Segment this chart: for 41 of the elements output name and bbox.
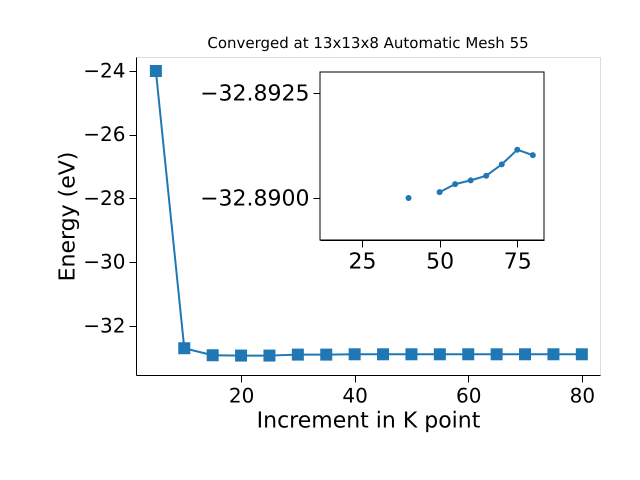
y-tick-label: −28 xyxy=(83,186,126,210)
point xyxy=(434,348,446,360)
point xyxy=(462,348,474,360)
y-tick-label: −24 xyxy=(83,58,126,83)
point xyxy=(405,348,418,360)
x-tick-label: 50 xyxy=(426,250,454,274)
y-tick-label: −32.8900 xyxy=(200,186,310,212)
point xyxy=(468,177,474,184)
y-axis-title: Energy (eV) xyxy=(55,152,80,282)
point xyxy=(377,348,390,360)
point xyxy=(320,348,332,361)
x-axis-title: Increment in K point xyxy=(256,408,481,434)
x-tick-label: 25 xyxy=(348,250,376,274)
y-tick-label: −32 xyxy=(83,313,126,338)
point xyxy=(436,189,443,196)
point xyxy=(483,172,490,179)
point xyxy=(576,348,588,360)
point xyxy=(292,348,304,361)
point xyxy=(406,195,412,201)
x-tick-label: 80 xyxy=(570,384,596,408)
point xyxy=(150,65,162,78)
point xyxy=(235,350,248,362)
point xyxy=(530,152,536,158)
x-tick-label: 60 xyxy=(456,384,482,408)
point xyxy=(547,348,560,360)
x-tick-label: 40 xyxy=(342,384,368,408)
point xyxy=(498,161,505,168)
y-tick-label: −30 xyxy=(83,250,126,274)
point xyxy=(514,146,520,153)
point xyxy=(263,350,276,362)
chart-title: Converged at 13x13x8 Automatic Mesh 55 xyxy=(207,34,529,52)
point xyxy=(178,342,190,354)
point xyxy=(519,348,532,360)
x-tick-label: 75 xyxy=(504,250,532,274)
y-tick-label: −32.8925 xyxy=(200,82,310,106)
point xyxy=(452,181,458,188)
point xyxy=(206,349,219,362)
point xyxy=(348,348,361,360)
point xyxy=(490,348,503,360)
x-tick-label: 20 xyxy=(228,384,254,408)
y-tick-label: −26 xyxy=(83,122,126,146)
